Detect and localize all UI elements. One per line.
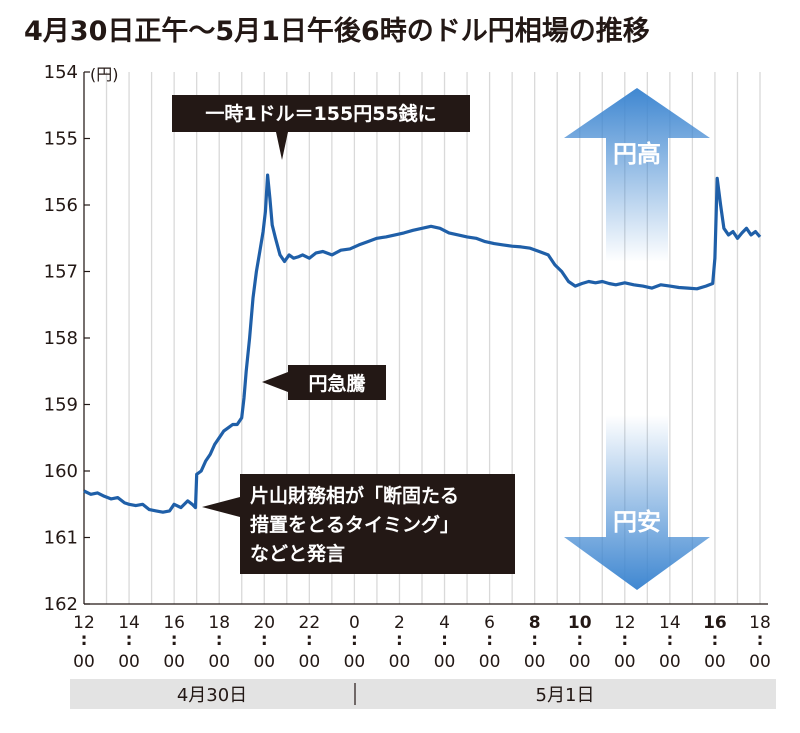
x-tick-colon: : <box>171 630 178 650</box>
x-tick-hour: 14 <box>659 613 681 633</box>
x-tick-minute: 00 <box>389 652 411 672</box>
x-tick-minute: 00 <box>434 652 456 672</box>
x-tick-minute: 00 <box>208 652 230 672</box>
x-tick-minute: 00 <box>704 652 726 672</box>
y-axis: 154 155 156 157 158 159 160 161 162 <box>44 62 90 615</box>
x-tick-hour: 18 <box>208 613 230 633</box>
x-tick-hour: 18 <box>749 613 771 633</box>
y-tick-label: 161 <box>44 528 78 549</box>
x-tick-minute: 00 <box>163 652 185 672</box>
y-tick-label: 154 <box>44 62 78 83</box>
x-tick-colon: : <box>351 630 358 650</box>
date-bar-bg <box>70 679 776 709</box>
date-bar: 4月30日 5月1日 <box>70 679 776 709</box>
x-tick-minute: 00 <box>569 652 591 672</box>
x-tick-hour: 16 <box>703 613 727 633</box>
statement-line-2: 措置をとるタイミング」 <box>250 513 459 536</box>
statement-line-1: 片山財務相が「断固たる <box>250 484 459 507</box>
x-tick-colon: : <box>621 630 628 650</box>
arrow-down-label: 円安 <box>613 508 661 536</box>
x-tick-hour: 12 <box>73 613 95 633</box>
x-tick-minute: 00 <box>299 652 321 672</box>
arrow-up-label: 円高 <box>613 140 661 168</box>
x-tick-hour: 14 <box>118 613 140 633</box>
surge-annotation-text: 円急騰 <box>308 372 366 395</box>
statement-annotation-box <box>240 474 515 574</box>
peak-annotation: 一時1ドル＝155円55銭に <box>172 95 470 160</box>
x-tick-hour: 10 <box>568 613 592 633</box>
x-tick-minute: 00 <box>749 652 771 672</box>
x-tick-hour: 2 <box>394 613 405 633</box>
x-tick-hour: 4 <box>439 613 450 633</box>
exchange-rate-line <box>83 173 762 514</box>
y-tick-label: 158 <box>44 328 78 349</box>
x-tick-colon: : <box>216 630 223 650</box>
x-tick-colon: : <box>261 630 268 650</box>
x-tick-minute: 00 <box>659 652 681 672</box>
date-label-may1: 5月1日 <box>536 685 595 706</box>
x-tick-minute: 00 <box>524 652 546 672</box>
x-tick-colon: : <box>486 630 493 650</box>
x-tick-colon: : <box>441 630 448 650</box>
x-tick-hour: 6 <box>484 613 495 633</box>
x-tick-hour: 12 <box>614 613 636 633</box>
statement-line-3: などと発言 <box>250 542 345 565</box>
surge-annotation-box <box>288 365 386 400</box>
x-tick-colon: : <box>396 630 403 650</box>
surge-annotation: 円急騰 <box>262 365 386 400</box>
arrow-up-shape <box>564 88 710 262</box>
x-tick-colon: : <box>576 630 583 650</box>
x-tick-minute: 00 <box>344 652 366 672</box>
x-tick-colon: : <box>531 630 538 650</box>
statement-annotation-pointer <box>202 497 240 517</box>
x-tick-minute: 00 <box>253 652 275 672</box>
x-tick-hour: 0 <box>349 613 360 633</box>
x-tick-hour: 16 <box>163 613 185 633</box>
date-label-apr30: 4月30日 <box>177 685 247 706</box>
x-axis: 12:0014:0016:0018:0020:0022:000:002:004:… <box>73 603 771 672</box>
yen-weak-arrow: 円安 <box>564 415 710 590</box>
y-tick-label: 155 <box>44 129 78 150</box>
x-tick-colon: : <box>757 630 764 650</box>
x-tick-colon: : <box>712 630 719 650</box>
x-tick-colon: : <box>666 630 673 650</box>
statement-annotation: 片山財務相が「断固たる 措置をとるタイミング」 などと発言 <box>202 474 515 574</box>
y-tick-label: 159 <box>44 395 78 416</box>
x-tick-minute: 00 <box>614 652 636 672</box>
y-tick-label: 157 <box>44 262 78 283</box>
x-tick-hour: 22 <box>299 613 321 633</box>
y-tick-label: 156 <box>44 195 78 216</box>
x-tick-colon: : <box>81 630 88 650</box>
peak-annotation-box <box>172 95 470 132</box>
x-tick-minute: 00 <box>118 652 140 672</box>
x-tick-colon: : <box>126 630 133 650</box>
x-tick-minute: 00 <box>73 652 95 672</box>
arrow-down-shape <box>564 415 710 590</box>
yen-strong-arrow: 円高 <box>564 88 710 262</box>
peak-annotation-pointer <box>276 132 288 160</box>
y-unit-label: (円) <box>90 65 119 84</box>
chart-title: 4月30日正午〜5月1日午後6時のドル円相場の推移 <box>24 15 650 47</box>
surge-annotation-pointer <box>262 372 288 392</box>
x-tick-hour: 8 <box>529 613 541 633</box>
x-tick-hour: 20 <box>253 613 275 633</box>
y-tick-label: 160 <box>44 461 78 482</box>
x-tick-colon: : <box>306 630 313 650</box>
y-tick-label: 162 <box>44 594 78 615</box>
peak-annotation-text: 一時1ドル＝155円55銭に <box>205 102 436 125</box>
x-tick-minute: 00 <box>479 652 501 672</box>
